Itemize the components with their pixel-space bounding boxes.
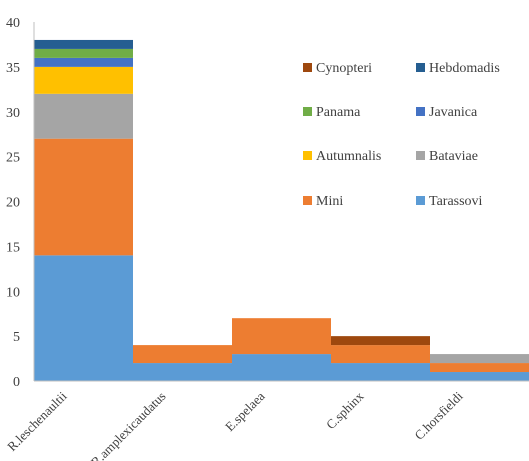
bar-c-sphinx-cynopteri	[331, 336, 430, 346]
y-tick-label: 10	[6, 285, 20, 300]
legend-label-autumnalis: Autumnalis	[316, 149, 381, 164]
y-tick-label: 35	[6, 61, 20, 76]
y-tick-label: 20	[6, 196, 20, 211]
y-tick-label: 15	[6, 240, 20, 255]
legend-label-bataviae: Bataviae	[429, 149, 478, 164]
legend-label-mini: Mini	[316, 194, 343, 209]
bar-e-spelaea-tarassovi	[232, 354, 331, 381]
legend-label-cynopteri: Cynopteri	[316, 61, 372, 76]
legend-swatch-mini	[303, 196, 312, 205]
bar-r-leschenaultii-javanica	[34, 57, 133, 67]
axes-group	[33, 22, 529, 382]
bar-r-leschenaultii-hebdomadis	[34, 39, 133, 49]
bar-r-leschenaultii-tarassovi	[34, 255, 133, 381]
bar-c-horsfieldi-tarassovi	[430, 372, 529, 381]
x-tick-label-c-sphinx: C.sphinx	[323, 388, 367, 432]
bar-c-sphinx-mini	[331, 345, 430, 364]
y-tick-label: 25	[6, 151, 20, 166]
bar-c-horsfieldi-bataviae	[430, 354, 529, 364]
legend-swatch-javanica	[416, 107, 425, 116]
y-tick-label: 40	[6, 16, 20, 31]
bar-e-spelaea-mini	[232, 318, 331, 355]
bar-r-leschenaultii-mini	[34, 138, 133, 256]
bar-c-horsfieldi-mini	[430, 363, 529, 373]
y-tick-labels: 0 5 10 15 20 25 30 35 40	[6, 16, 20, 390]
bar-c-sphinx-tarassovi	[331, 363, 430, 381]
y-tick-label: 0	[13, 375, 20, 390]
legend-label-hebdomadis: Hebdomadis	[429, 61, 500, 76]
legend: Cynopteri Hebdomadis Panama Javanica Autumna…	[303, 61, 500, 209]
x-tick-labels: R.leschenaultii R.amplexicaudatus E.spelae…	[4, 388, 466, 461]
legend-swatch-autumnalis	[303, 151, 312, 160]
legend-label-javanica: Javanica	[429, 105, 478, 120]
bars-group	[34, 39, 529, 381]
y-tick-label: 5	[13, 330, 20, 345]
bar-r-leschenaultii-bataviae	[34, 93, 133, 139]
bar-r-amplexicaudatus-mini	[133, 345, 232, 364]
x-tick-label-r-amplexicaudatus: R.amplexicaudatus	[88, 389, 169, 461]
legend-label-panama: Panama	[316, 105, 361, 120]
bar-r-leschenaultii-panama	[34, 48, 133, 58]
legend-swatch-bataviae	[416, 151, 425, 160]
bar-r-amplexicaudatus-tarassovi	[133, 363, 232, 381]
x-tick-label-e-spelaea: E.spelaea	[222, 388, 268, 434]
bar-r-leschenaultii-autumnalis	[34, 66, 133, 94]
legend-swatch-cynopteri	[303, 63, 312, 72]
x-tick-label-c-horsfieldi: C.horsfieldi	[411, 388, 466, 443]
legend-swatch-hebdomadis	[416, 63, 425, 72]
x-tick-label-r-leschenaultii: R.leschenaultii	[4, 388, 70, 454]
legend-label-tarassovi: Tarassovi	[429, 194, 483, 209]
y-tick-label: 30	[6, 106, 20, 121]
legend-swatch-panama	[303, 107, 312, 116]
legend-swatch-tarassovi	[416, 196, 425, 205]
